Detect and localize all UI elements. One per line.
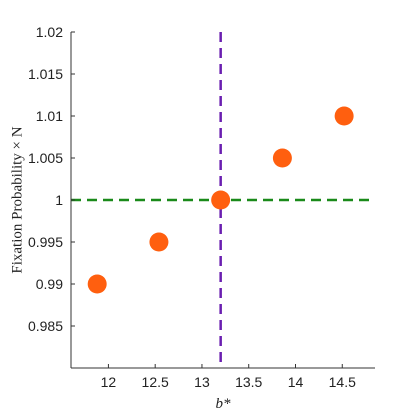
- data-points: [87, 106, 354, 294]
- x-tick-label: 12.5: [142, 374, 169, 390]
- data-point: [211, 190, 231, 210]
- data-point: [334, 106, 354, 126]
- y-axis-label: Fixation Probability × N: [9, 126, 25, 273]
- y-tick-label: 1.005: [28, 150, 63, 166]
- y-tick-label: 1.01: [36, 108, 63, 124]
- y-tick-label: 0.99: [36, 276, 63, 292]
- x-tick-label: 14: [288, 374, 304, 390]
- x-tick-label: 13.5: [235, 374, 262, 390]
- y-tick-label: 1.02: [36, 24, 63, 40]
- y-tick-label: 1.015: [28, 66, 63, 82]
- x-axis-ticks: 12 12.5 13 13.5 14 14.5: [101, 364, 356, 390]
- x-tick-label: 14.5: [329, 374, 356, 390]
- data-point: [87, 274, 107, 294]
- data-point: [272, 148, 292, 168]
- y-tick-label: 0.995: [28, 234, 63, 250]
- data-point: [149, 232, 169, 252]
- y-tick-label: 0.985: [28, 318, 63, 334]
- x-tick-label: 12: [101, 374, 117, 390]
- x-tick-label: 13: [194, 374, 210, 390]
- y-axis-ticks: 0.985 0.99 0.995 1 1.005 1.01 1.015 1.02: [28, 24, 75, 334]
- y-tick-label: 1: [55, 192, 63, 208]
- x-axis-label: b*: [216, 396, 232, 412]
